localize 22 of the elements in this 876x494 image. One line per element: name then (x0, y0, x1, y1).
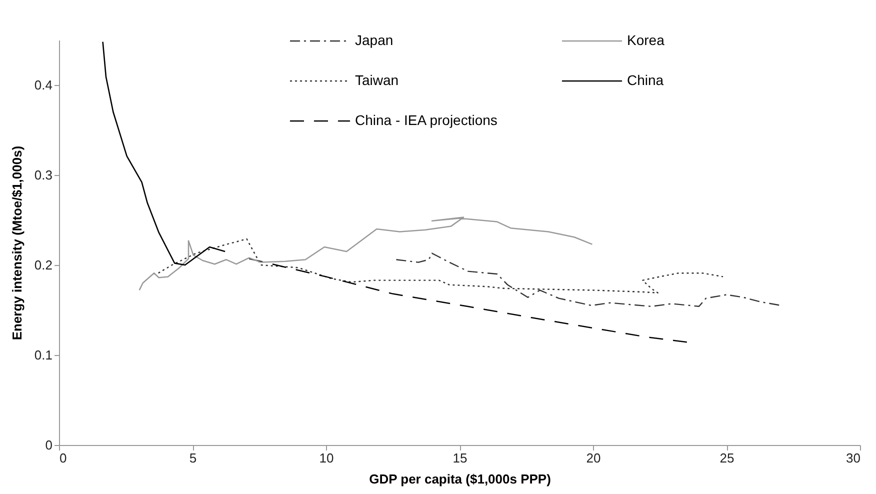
line-series (248, 258, 690, 344)
x-tick-label: 20 (586, 450, 601, 466)
legend-label: Japan (355, 32, 394, 48)
x-tick-label: 5 (189, 450, 197, 466)
y-tick-label: 0.3 (34, 168, 52, 182)
x-axis-title: GDP per capita ($1,000s PPP) (369, 472, 551, 486)
y-tick-label: 0.4 (34, 78, 52, 92)
y-tick-label: 0.1 (34, 348, 52, 362)
y-tick-label: 0 (45, 438, 52, 452)
line-series (138, 216, 593, 291)
x-tick-label: 15 (452, 450, 468, 466)
y-tick-label: 0.2 (34, 258, 52, 272)
x-tick-label: 0 (60, 450, 67, 466)
x-tick-label: 30 (846, 450, 860, 466)
x-tick-label: 10 (319, 450, 334, 466)
legend-label: Korea (627, 32, 665, 48)
x-tick-label: 25 (720, 450, 734, 466)
y-axis-title: Energy intensity (Mtoe/$1,000s) (9, 146, 24, 340)
line-series (102, 41, 226, 266)
legend-label: China - IEA projections (355, 112, 498, 128)
legend-label: Taiwan (355, 72, 399, 88)
legend-label: China (627, 72, 664, 88)
